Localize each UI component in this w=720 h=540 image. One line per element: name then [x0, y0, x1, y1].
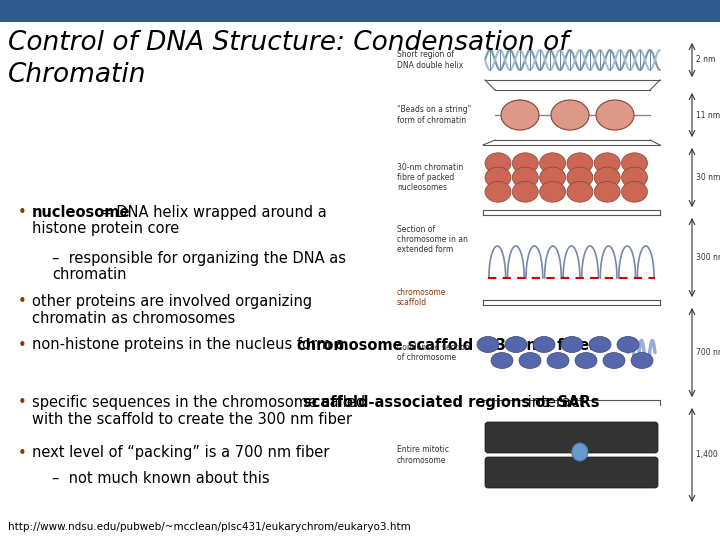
Ellipse shape [539, 181, 566, 202]
Text: nucleosome: nucleosome [32, 205, 130, 220]
Ellipse shape [575, 353, 597, 368]
Ellipse shape [513, 181, 539, 202]
Ellipse shape [551, 100, 589, 130]
Text: Condensed section
of chromosome: Condensed section of chromosome [397, 343, 469, 362]
Ellipse shape [567, 153, 593, 173]
Text: 1,400 nm: 1,400 nm [696, 450, 720, 460]
Text: •: • [18, 205, 27, 220]
Text: chromosome
scaffold: chromosome scaffold [397, 288, 446, 307]
Ellipse shape [617, 336, 639, 353]
Text: 300 nm: 300 nm [696, 253, 720, 262]
Text: interact: interact [523, 395, 585, 410]
Text: Short region of
DNA double helix: Short region of DNA double helix [397, 50, 463, 70]
Ellipse shape [513, 167, 539, 188]
Ellipse shape [621, 167, 647, 188]
Text: chromatin as chromosomes: chromatin as chromosomes [32, 310, 235, 326]
Ellipse shape [594, 181, 620, 202]
Text: •: • [18, 338, 27, 353]
Text: Section of
chromosome in an
extended form: Section of chromosome in an extended for… [397, 225, 468, 254]
Ellipse shape [567, 181, 593, 202]
FancyBboxPatch shape [485, 422, 658, 453]
Text: histone protein core: histone protein core [32, 221, 179, 237]
Ellipse shape [631, 353, 653, 368]
Text: 30-nm chromatin
fibre of packed
nucleosomes: 30-nm chromatin fibre of packed nucleoso… [397, 163, 463, 192]
Text: with the scaffold to create the 300 nm fiber: with the scaffold to create the 300 nm f… [32, 411, 352, 427]
Ellipse shape [539, 153, 566, 173]
Text: 11 nm: 11 nm [696, 111, 720, 119]
Text: http://www.ndsu.edu/pubweb/~mcclean/plsc431/eukarychrom/eukaryo3.htm: http://www.ndsu.edu/pubweb/~mcclean/plsc… [8, 522, 410, 532]
Ellipse shape [572, 443, 588, 461]
Text: chromosome scaffold → 300nm fiber: chromosome scaffold → 300nm fiber [297, 338, 596, 353]
Text: next level of “packing” is a 700 nm fiber: next level of “packing” is a 700 nm fibe… [32, 446, 329, 461]
Text: Entire mitotic
chromosome: Entire mitotic chromosome [397, 446, 449, 465]
Text: = DNA helix wrapped around a: = DNA helix wrapped around a [95, 205, 327, 220]
Ellipse shape [539, 167, 566, 188]
Text: Control of DNA Structure: Condensation of
Chromatin: Control of DNA Structure: Condensation o… [8, 30, 569, 88]
Ellipse shape [547, 353, 569, 368]
Ellipse shape [603, 353, 625, 368]
Text: Centromere: Centromere [598, 432, 639, 438]
Text: "Beads on a string"
form of chromatin: "Beads on a string" form of chromatin [397, 105, 471, 125]
Ellipse shape [561, 336, 583, 353]
Text: 2 nm: 2 nm [696, 56, 716, 64]
Text: •: • [18, 294, 27, 309]
Ellipse shape [567, 167, 593, 188]
Ellipse shape [501, 100, 539, 130]
Text: •: • [18, 395, 27, 410]
Ellipse shape [505, 336, 527, 353]
Text: –  responsible for organizing the DNA as: – responsible for organizing the DNA as [52, 251, 346, 266]
Text: –  not much known about this: – not much known about this [52, 471, 269, 486]
Ellipse shape [621, 181, 647, 202]
Text: 30 nm: 30 nm [696, 173, 720, 182]
FancyBboxPatch shape [485, 457, 658, 488]
Ellipse shape [589, 336, 611, 353]
Text: •: • [18, 446, 27, 461]
Ellipse shape [519, 353, 541, 368]
Ellipse shape [596, 100, 634, 130]
Ellipse shape [477, 336, 499, 353]
Text: scaffold-associated regions or SARs: scaffold-associated regions or SARs [303, 395, 599, 410]
Ellipse shape [491, 353, 513, 368]
Ellipse shape [485, 153, 511, 173]
Text: other proteins are involved organizing: other proteins are involved organizing [32, 294, 312, 309]
Ellipse shape [485, 167, 511, 188]
Ellipse shape [594, 167, 620, 188]
Ellipse shape [533, 336, 555, 353]
Ellipse shape [594, 153, 620, 173]
Text: specific sequences in the chromosome called: specific sequences in the chromosome cal… [32, 395, 365, 410]
Ellipse shape [621, 153, 647, 173]
Ellipse shape [485, 181, 511, 202]
Text: 700 nm: 700 nm [696, 348, 720, 357]
Text: non-histone proteins in the nucleus form a: non-histone proteins in the nucleus form… [32, 338, 345, 353]
Text: chromatin: chromatin [52, 267, 127, 282]
Bar [0, 0, 720, 22]
Ellipse shape [513, 153, 539, 173]
